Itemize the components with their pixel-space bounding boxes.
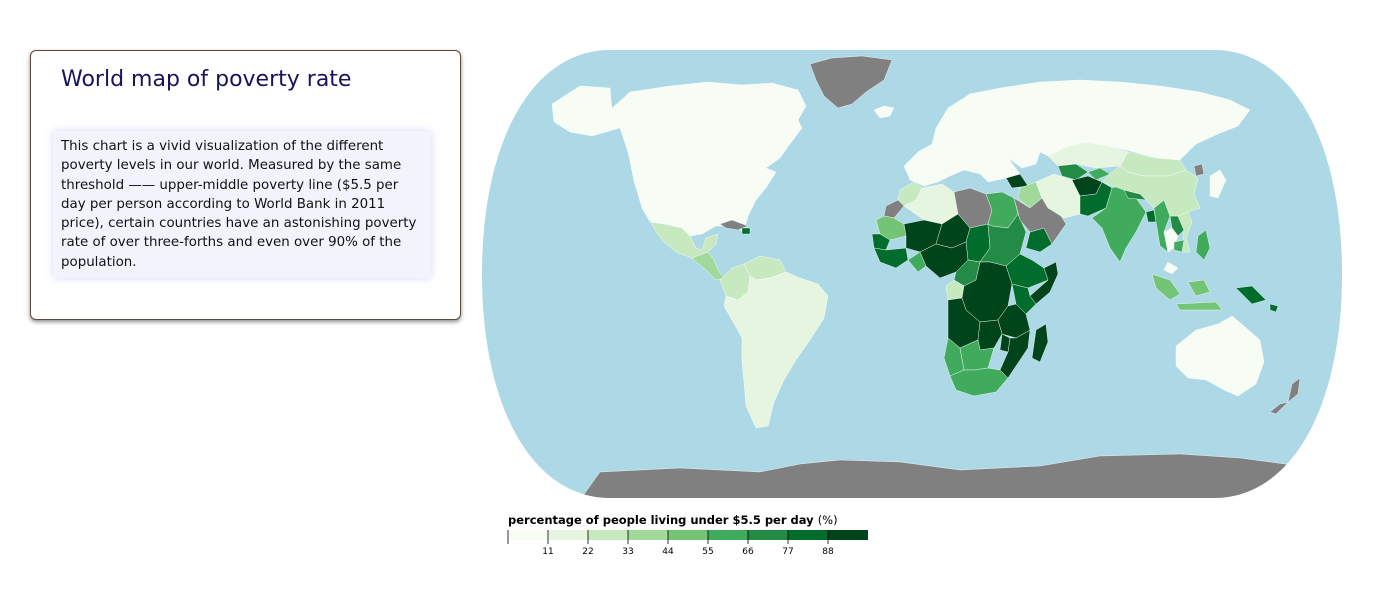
country-australia[interactable] (1175, 315, 1265, 397)
country-western-sahara[interactable] (883, 199, 905, 219)
country-papua-new-guinea[interactable] (1235, 285, 1267, 305)
legend-swatch (588, 530, 628, 540)
country-cambodia[interactable] (1173, 239, 1185, 253)
legend-tick-label: 88 (822, 547, 834, 557)
country-turkey[interactable] (979, 157, 1021, 183)
legend-title-text: percentage of people living under $5.5 p… (508, 513, 814, 527)
country-alaska[interactable] (551, 85, 621, 137)
country-haiti[interactable] (741, 227, 751, 235)
country-madagascar[interactable] (1031, 323, 1049, 363)
legend-tick-label: 33 (622, 547, 633, 557)
country-tanzania[interactable] (997, 303, 1031, 339)
country-mexico[interactable] (641, 207, 719, 259)
country-nigeria[interactable] (919, 241, 969, 279)
country-solomon-islands[interactable] (1269, 303, 1279, 313)
country-new-zealand[interactable] (1269, 377, 1301, 415)
legend-swatch (548, 530, 588, 540)
country-uzbekistan[interactable] (1057, 163, 1089, 181)
country-south-america[interactable] (723, 271, 829, 429)
card-title: World map of poverty rate (61, 67, 352, 92)
legend-tick-label: 11 (542, 547, 553, 557)
legend-tick-label: 22 (582, 547, 593, 557)
legend-swatch (508, 530, 548, 540)
world-map (480, 48, 1344, 500)
legend-tick-label: 77 (782, 547, 793, 557)
legend-title: percentage of people living under $5.5 p… (508, 513, 838, 527)
info-card: World map of poverty rate This chart is … (30, 50, 461, 320)
country-japan[interactable] (1209, 169, 1227, 199)
country-senegal[interactable] (871, 233, 891, 251)
legend-scale: 11 22 33 44 55 66 77 88 (507, 530, 868, 557)
legend-tick-label: 55 (702, 547, 713, 557)
country-south-africa[interactable] (949, 367, 1009, 397)
legend-swatch (708, 530, 748, 540)
country-philippines[interactable] (1195, 229, 1211, 261)
color-legend: percentage of people living under $5.5 p… (507, 512, 888, 568)
country-china[interactable] (1101, 165, 1201, 217)
country-north-korea[interactable] (1193, 163, 1205, 177)
world-map-svg (482, 50, 1342, 498)
legend-swatch (748, 530, 788, 540)
country-greenland[interactable] (809, 55, 893, 109)
country-malawi[interactable] (999, 333, 1011, 353)
legend-unit: (%) (817, 513, 838, 527)
country-mozambique[interactable] (999, 329, 1031, 379)
countries-layer (551, 55, 1311, 498)
legend-tick-label: 66 (742, 547, 754, 557)
country-vietnam[interactable] (1177, 211, 1193, 253)
legend-swatch (628, 530, 668, 540)
country-malaysia[interactable] (1163, 261, 1179, 275)
legend-swatch (668, 530, 708, 540)
country-indonesia[interactable] (1151, 273, 1223, 311)
legend-swatch (828, 530, 868, 540)
legend-swatch (788, 530, 828, 540)
legend-tick-label: 44 (662, 547, 674, 557)
country-iceland[interactable] (873, 105, 895, 119)
card-description: This chart is a vivid visualization of t… (53, 131, 431, 279)
